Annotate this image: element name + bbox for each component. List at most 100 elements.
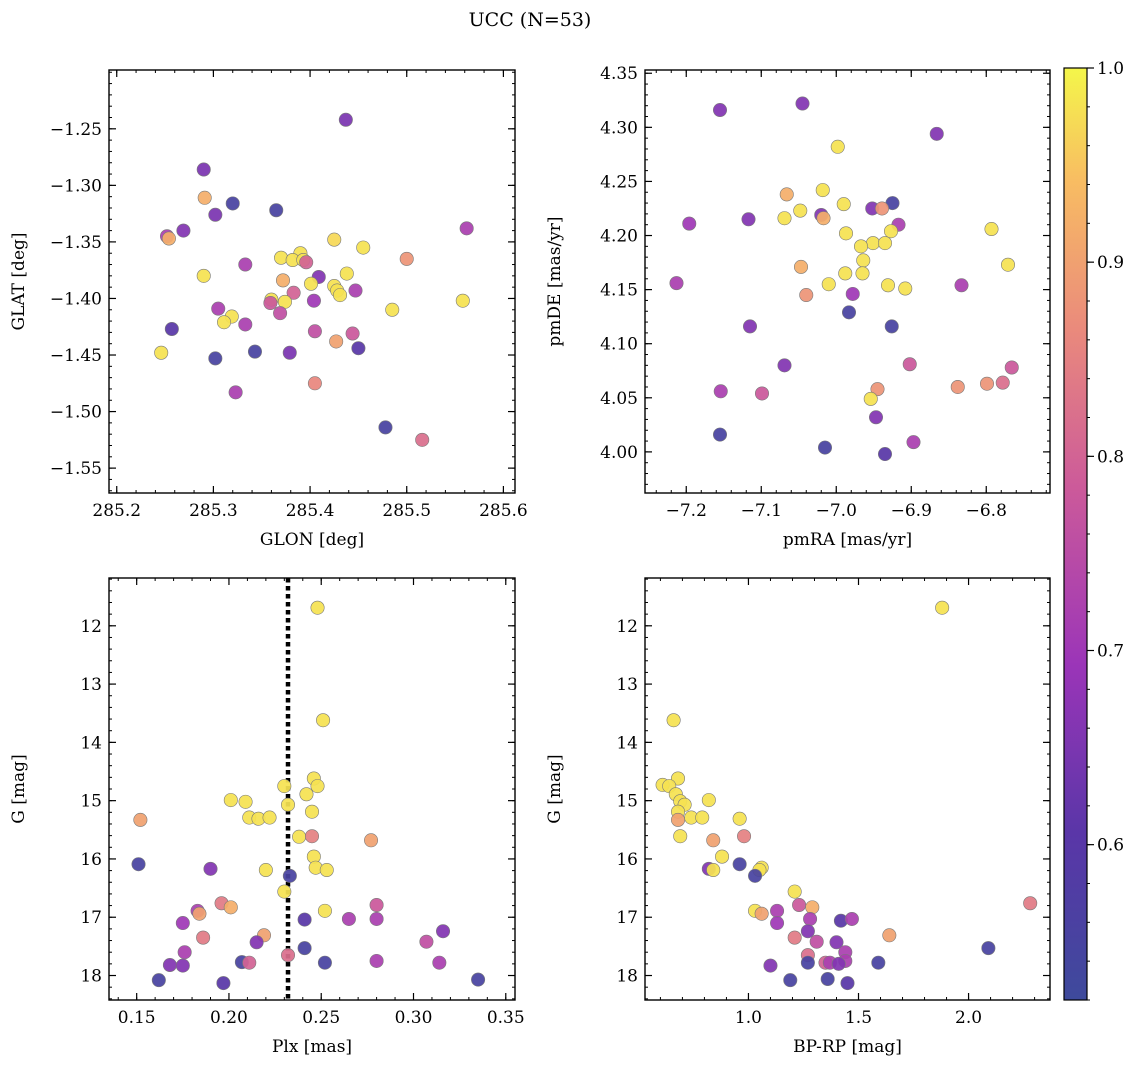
data-point bbox=[419, 934, 434, 949]
data-point bbox=[196, 930, 211, 945]
data-point bbox=[712, 103, 727, 118]
y-tick-label: 17 bbox=[616, 908, 638, 928]
y-tick-label: 15 bbox=[616, 792, 638, 812]
colorbar: 0.6 0.7 0.8 0.9 1.0 bbox=[1063, 59, 1124, 1001]
data-point bbox=[695, 810, 710, 825]
data-point bbox=[317, 955, 332, 970]
axes-frame bbox=[644, 577, 1051, 1001]
data-point bbox=[196, 162, 211, 177]
data-point bbox=[793, 203, 808, 218]
y-tick-label: 17 bbox=[80, 908, 102, 928]
data-point bbox=[262, 810, 277, 825]
data-point bbox=[701, 793, 716, 808]
colorbar-gradient bbox=[1063, 67, 1088, 1001]
data-point bbox=[815, 183, 830, 198]
data-point bbox=[238, 317, 253, 332]
plot-area bbox=[655, 600, 1038, 991]
data-point bbox=[338, 112, 353, 127]
data-point bbox=[838, 226, 853, 241]
data-point bbox=[459, 221, 474, 236]
x-tick-label: 285.5 bbox=[382, 501, 431, 521]
data-point bbox=[1023, 896, 1038, 911]
data-point bbox=[671, 812, 686, 827]
data-point bbox=[208, 351, 223, 366]
data-point bbox=[369, 911, 384, 926]
data-point bbox=[795, 96, 810, 111]
data-point bbox=[378, 420, 393, 435]
data-point bbox=[820, 972, 835, 987]
y-tick-label: 12 bbox=[80, 617, 102, 637]
y-tick-label: 4.35 bbox=[600, 64, 638, 84]
data-point bbox=[154, 345, 169, 360]
data-point bbox=[777, 211, 792, 226]
data-point bbox=[870, 382, 885, 397]
y-tick-label: −1.25 bbox=[50, 120, 102, 140]
data-point bbox=[754, 386, 769, 401]
data-point bbox=[906, 435, 921, 450]
y-tick-label: 14 bbox=[80, 733, 102, 753]
scatter-panel-1: 285.2 285.3 285.4 285.5 285.6 −1.55 −1.50 −1.45… bbox=[9, 69, 528, 550]
data-point bbox=[770, 916, 785, 931]
data-point bbox=[995, 375, 1010, 390]
data-point bbox=[742, 319, 757, 334]
y-tick-label: −1.55 bbox=[50, 459, 102, 479]
axes-frame bbox=[108, 69, 516, 494]
data-point bbox=[297, 912, 312, 927]
data-point bbox=[286, 285, 301, 300]
y-tick-label: 4.15 bbox=[600, 281, 638, 301]
data-point bbox=[432, 955, 447, 970]
data-point bbox=[151, 973, 166, 988]
axes-frame bbox=[108, 577, 516, 1001]
axes-frame bbox=[644, 69, 1051, 494]
x-tick-label: −6.8 bbox=[966, 501, 1007, 521]
data-point bbox=[799, 288, 814, 303]
data-point bbox=[845, 286, 860, 301]
scatter-panel-3: 0.15 0.20 0.25 0.30 0.35 12 13 14 15 16 17 18 Plx [m… bbox=[9, 577, 525, 1057]
data-point bbox=[399, 251, 414, 266]
data-point bbox=[830, 139, 845, 154]
y-tick-label: 4.30 bbox=[600, 118, 638, 138]
data-point bbox=[792, 897, 807, 912]
colorbar-tick-label: 0.6 bbox=[1097, 836, 1124, 856]
data-point bbox=[929, 126, 944, 141]
data-point bbox=[223, 900, 238, 915]
data-point bbox=[715, 849, 730, 864]
x-tick-label: 0.15 bbox=[118, 1008, 156, 1028]
plot-area bbox=[669, 96, 1019, 462]
data-point bbox=[341, 911, 356, 926]
x-tick-label: 0.35 bbox=[487, 1008, 525, 1028]
y-tick-label: 4.10 bbox=[600, 335, 638, 355]
data-point bbox=[319, 863, 334, 878]
y-tick-label: 14 bbox=[616, 733, 638, 753]
data-point bbox=[877, 447, 892, 462]
data-point bbox=[275, 273, 290, 288]
data-point bbox=[877, 236, 892, 251]
data-point bbox=[800, 955, 815, 970]
data-point bbox=[263, 295, 278, 310]
data-point bbox=[741, 212, 756, 227]
data-point bbox=[282, 345, 297, 360]
data-point bbox=[713, 384, 728, 399]
plot-area bbox=[131, 578, 486, 1000]
y-axis-label: pmDE [mas/yr] bbox=[545, 216, 565, 346]
data-point bbox=[803, 911, 818, 926]
y-tick-label: 4.25 bbox=[600, 172, 638, 192]
data-point bbox=[865, 236, 880, 251]
y-tick-label: 18 bbox=[616, 967, 638, 987]
data-point bbox=[197, 190, 212, 205]
x-axis-label: BP-RP [mag] bbox=[793, 1037, 902, 1057]
x-tick-label: 0.30 bbox=[395, 1008, 433, 1028]
data-point bbox=[177, 945, 192, 960]
y-tick-label: −1.50 bbox=[50, 403, 102, 423]
y-tick-label: 4.05 bbox=[600, 389, 638, 409]
data-point bbox=[732, 811, 747, 826]
data-point bbox=[269, 203, 284, 218]
data-point bbox=[793, 259, 808, 274]
x-tick-label: 285.6 bbox=[479, 501, 528, 521]
data-point bbox=[984, 222, 999, 237]
data-point bbox=[783, 973, 798, 988]
data-point bbox=[364, 833, 379, 848]
data-point bbox=[840, 976, 855, 991]
data-point bbox=[203, 861, 218, 876]
data-point bbox=[273, 306, 288, 321]
